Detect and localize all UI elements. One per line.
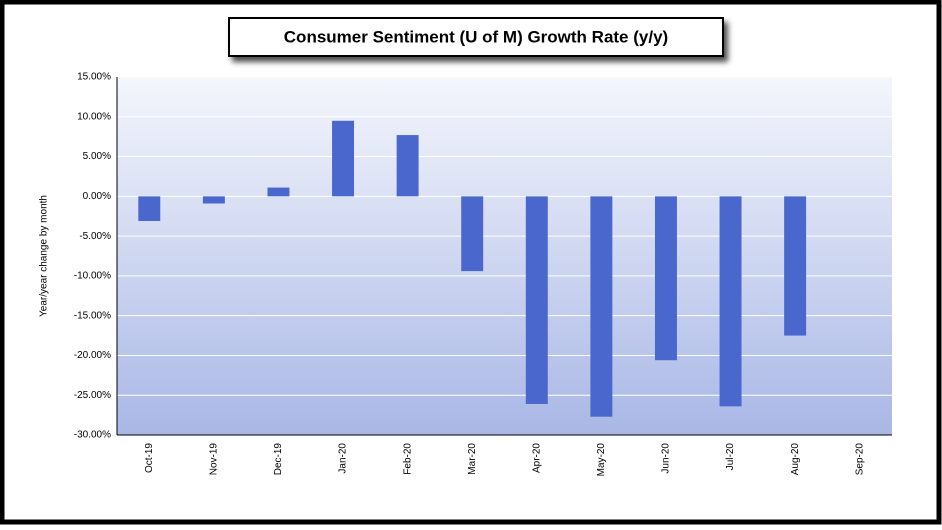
y-axis-label: Year/year change by month: [39, 195, 50, 317]
x-tick-label: May-20: [596, 443, 607, 477]
y-tick-label: -15.00%: [74, 310, 111, 321]
x-tick-label: Dec-19: [273, 443, 284, 476]
x-tick-label: Apr-20: [531, 443, 542, 473]
bar: [461, 196, 484, 272]
bar: [332, 120, 355, 197]
x-tick-label: Sep-20: [854, 443, 865, 476]
chart-title: Consumer Sentiment (U of M) Growth Rate …: [284, 27, 668, 46]
title-box: [228, 17, 724, 57]
x-tick-label: Feb-20: [402, 443, 413, 475]
bar: [396, 135, 419, 197]
x-tick-label: Jan-20: [338, 443, 349, 474]
bar: [590, 196, 613, 417]
bar: [138, 196, 161, 221]
x-tick-label: Nov-19: [209, 443, 220, 476]
bar: [784, 196, 807, 336]
plot-area: [117, 77, 892, 435]
y-tick-label: -25.00%: [74, 390, 111, 401]
bar: [654, 196, 677, 361]
bar: [267, 187, 290, 197]
x-tick-label: Jul-20: [725, 443, 736, 471]
x-tick-label: Oct-19: [144, 443, 155, 473]
x-tick-label: Jun-20: [661, 443, 672, 474]
bar: [525, 196, 548, 404]
y-tick-label: -10.00%: [74, 271, 111, 282]
y-tick-label: 15.00%: [77, 72, 111, 83]
y-tick-label: 5.00%: [83, 151, 111, 162]
bar: [719, 196, 742, 407]
y-tick-label: 0.00%: [83, 191, 111, 202]
y-tick-label: -20.00%: [74, 350, 111, 361]
y-tick-label: 10.00%: [77, 111, 111, 122]
x-tick-label: Mar-20: [467, 443, 478, 475]
y-tick-label: -30.00%: [74, 430, 111, 441]
bar: [202, 196, 225, 204]
y-tick-label: -5.00%: [79, 231, 111, 242]
x-tick-label: Aug-20: [790, 443, 801, 476]
